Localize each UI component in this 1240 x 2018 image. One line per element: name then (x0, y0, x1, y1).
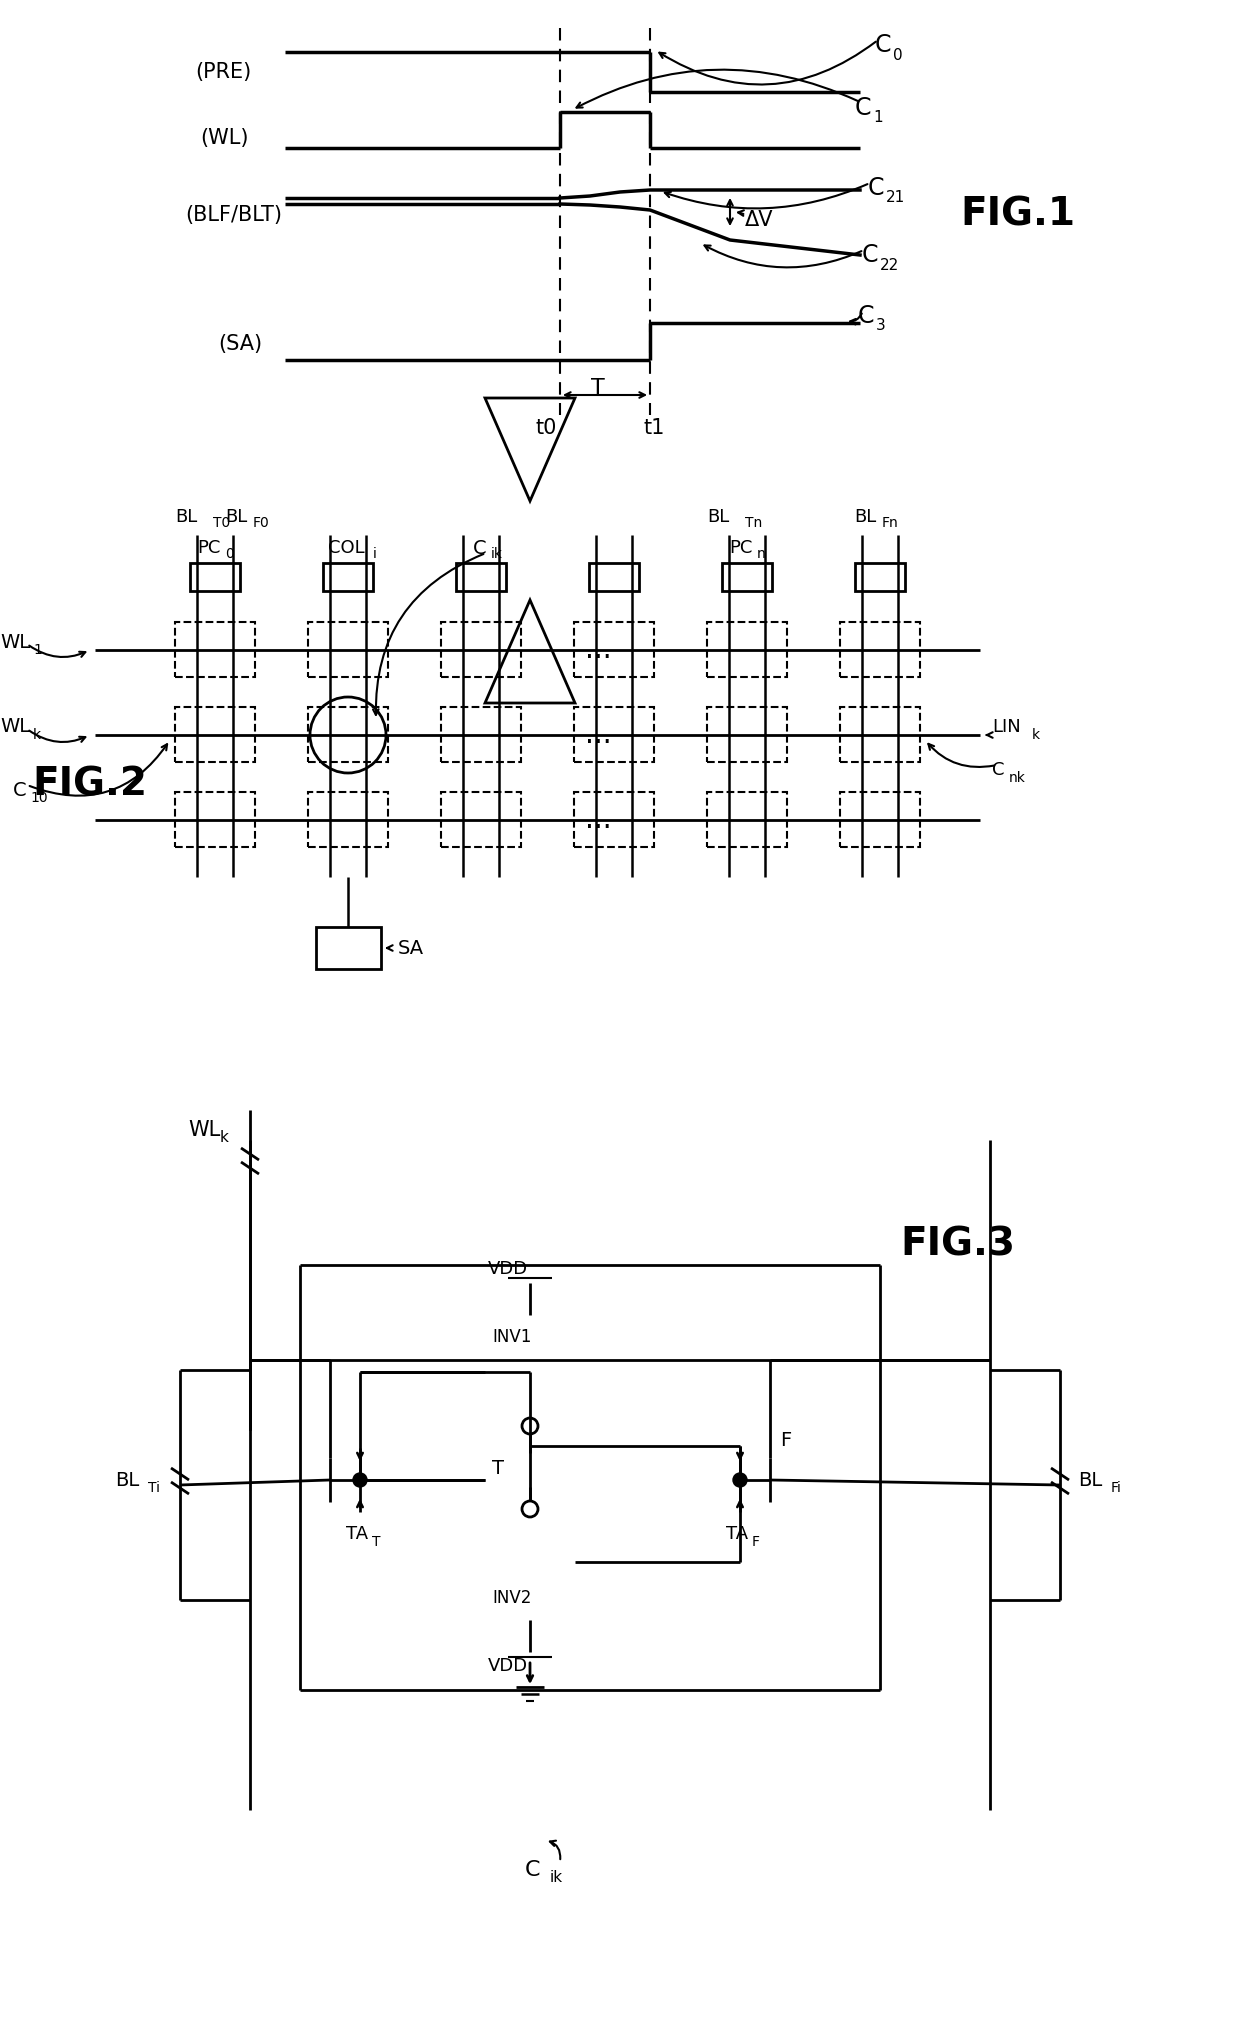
Text: Fn: Fn (882, 517, 899, 531)
Text: C: C (868, 176, 884, 200)
Text: (SA): (SA) (218, 335, 262, 353)
Text: C: C (992, 761, 1004, 779)
Bar (707, 791, 787, 848)
Bar (441, 791, 521, 848)
Bar (316, 926, 381, 969)
Text: k: k (1032, 728, 1040, 743)
Text: BL: BL (175, 509, 197, 527)
Text: PC: PC (729, 539, 753, 557)
Bar (574, 706, 653, 763)
Text: 1: 1 (33, 644, 42, 658)
Text: ···: ··· (585, 644, 611, 672)
Text: WL: WL (0, 632, 30, 652)
Text: C: C (525, 1861, 539, 1881)
Text: BL: BL (707, 509, 729, 527)
Bar (441, 706, 521, 763)
Text: 0: 0 (893, 48, 903, 63)
Text: t0: t0 (536, 418, 557, 438)
Bar (722, 563, 773, 591)
Bar (441, 622, 521, 676)
Bar (308, 791, 388, 848)
Bar (574, 791, 653, 848)
Bar (322, 563, 373, 591)
Bar (856, 563, 905, 591)
Bar (456, 563, 506, 591)
Text: C: C (472, 539, 486, 557)
Text: TA: TA (346, 1526, 368, 1544)
Circle shape (353, 1473, 367, 1487)
Bar (175, 791, 255, 848)
Text: LIN: LIN (992, 718, 1021, 737)
Text: k: k (219, 1130, 229, 1146)
Bar (839, 622, 920, 676)
Text: 3: 3 (875, 319, 885, 333)
Text: BL: BL (854, 509, 877, 527)
Text: T: T (492, 1459, 503, 1477)
Text: ik: ik (551, 1871, 563, 1885)
Text: WL: WL (188, 1120, 221, 1140)
Text: F0: F0 (253, 517, 270, 531)
Text: ···: ··· (585, 728, 611, 757)
Text: ΔV: ΔV (745, 210, 774, 230)
Text: VDD: VDD (487, 1657, 528, 1675)
Text: PC: PC (197, 539, 221, 557)
Text: FIG.2: FIG.2 (32, 767, 148, 803)
Text: VDD: VDD (487, 1259, 528, 1277)
Text: F: F (751, 1536, 760, 1550)
Text: ···: ··· (585, 813, 611, 842)
Text: Ti: Ti (148, 1481, 160, 1495)
Text: 1: 1 (873, 111, 883, 125)
Text: C: C (856, 97, 872, 119)
Text: k: k (33, 728, 41, 743)
Circle shape (733, 1473, 746, 1487)
Text: nk: nk (1009, 771, 1025, 785)
Text: C: C (858, 305, 874, 329)
Text: T0: T0 (213, 517, 231, 531)
Bar (839, 791, 920, 848)
Text: INV2: INV2 (492, 1588, 532, 1606)
Bar (190, 563, 241, 591)
Bar (839, 706, 920, 763)
Bar (175, 622, 255, 676)
Text: C: C (862, 242, 878, 266)
Text: BL: BL (1078, 1471, 1102, 1489)
Text: 22: 22 (880, 258, 899, 272)
Bar (308, 622, 388, 676)
Bar (574, 622, 653, 676)
Bar (308, 706, 388, 763)
Text: C: C (875, 32, 892, 57)
Text: F: F (780, 1431, 791, 1451)
Text: (PRE): (PRE) (195, 63, 252, 83)
Text: FIG.3: FIG.3 (900, 1227, 1016, 1263)
Text: T: T (372, 1536, 381, 1550)
Text: Tn: Tn (745, 517, 763, 531)
Bar (175, 706, 255, 763)
Text: TA: TA (725, 1526, 748, 1544)
Text: ik: ik (491, 547, 503, 561)
Text: 10: 10 (30, 791, 47, 805)
Text: t1: t1 (644, 418, 665, 438)
Text: BL: BL (115, 1471, 139, 1489)
Text: BL: BL (224, 509, 247, 527)
Text: (WL): (WL) (200, 127, 248, 147)
Text: T: T (591, 377, 605, 398)
Text: SA: SA (398, 938, 424, 957)
Text: i: i (373, 547, 377, 561)
Bar (589, 563, 639, 591)
Text: WL: WL (0, 718, 30, 737)
Text: COL: COL (329, 539, 365, 557)
Bar (707, 622, 787, 676)
Text: 21: 21 (887, 190, 905, 206)
Text: (BLF/BLT): (BLF/BLT) (185, 206, 281, 224)
Text: C: C (12, 781, 26, 799)
Text: 0: 0 (224, 547, 234, 561)
Text: FIG.1: FIG.1 (960, 196, 1075, 234)
Text: INV1: INV1 (492, 1328, 532, 1346)
Text: Fi: Fi (1111, 1481, 1122, 1495)
Bar (707, 706, 787, 763)
Text: n: n (756, 547, 766, 561)
